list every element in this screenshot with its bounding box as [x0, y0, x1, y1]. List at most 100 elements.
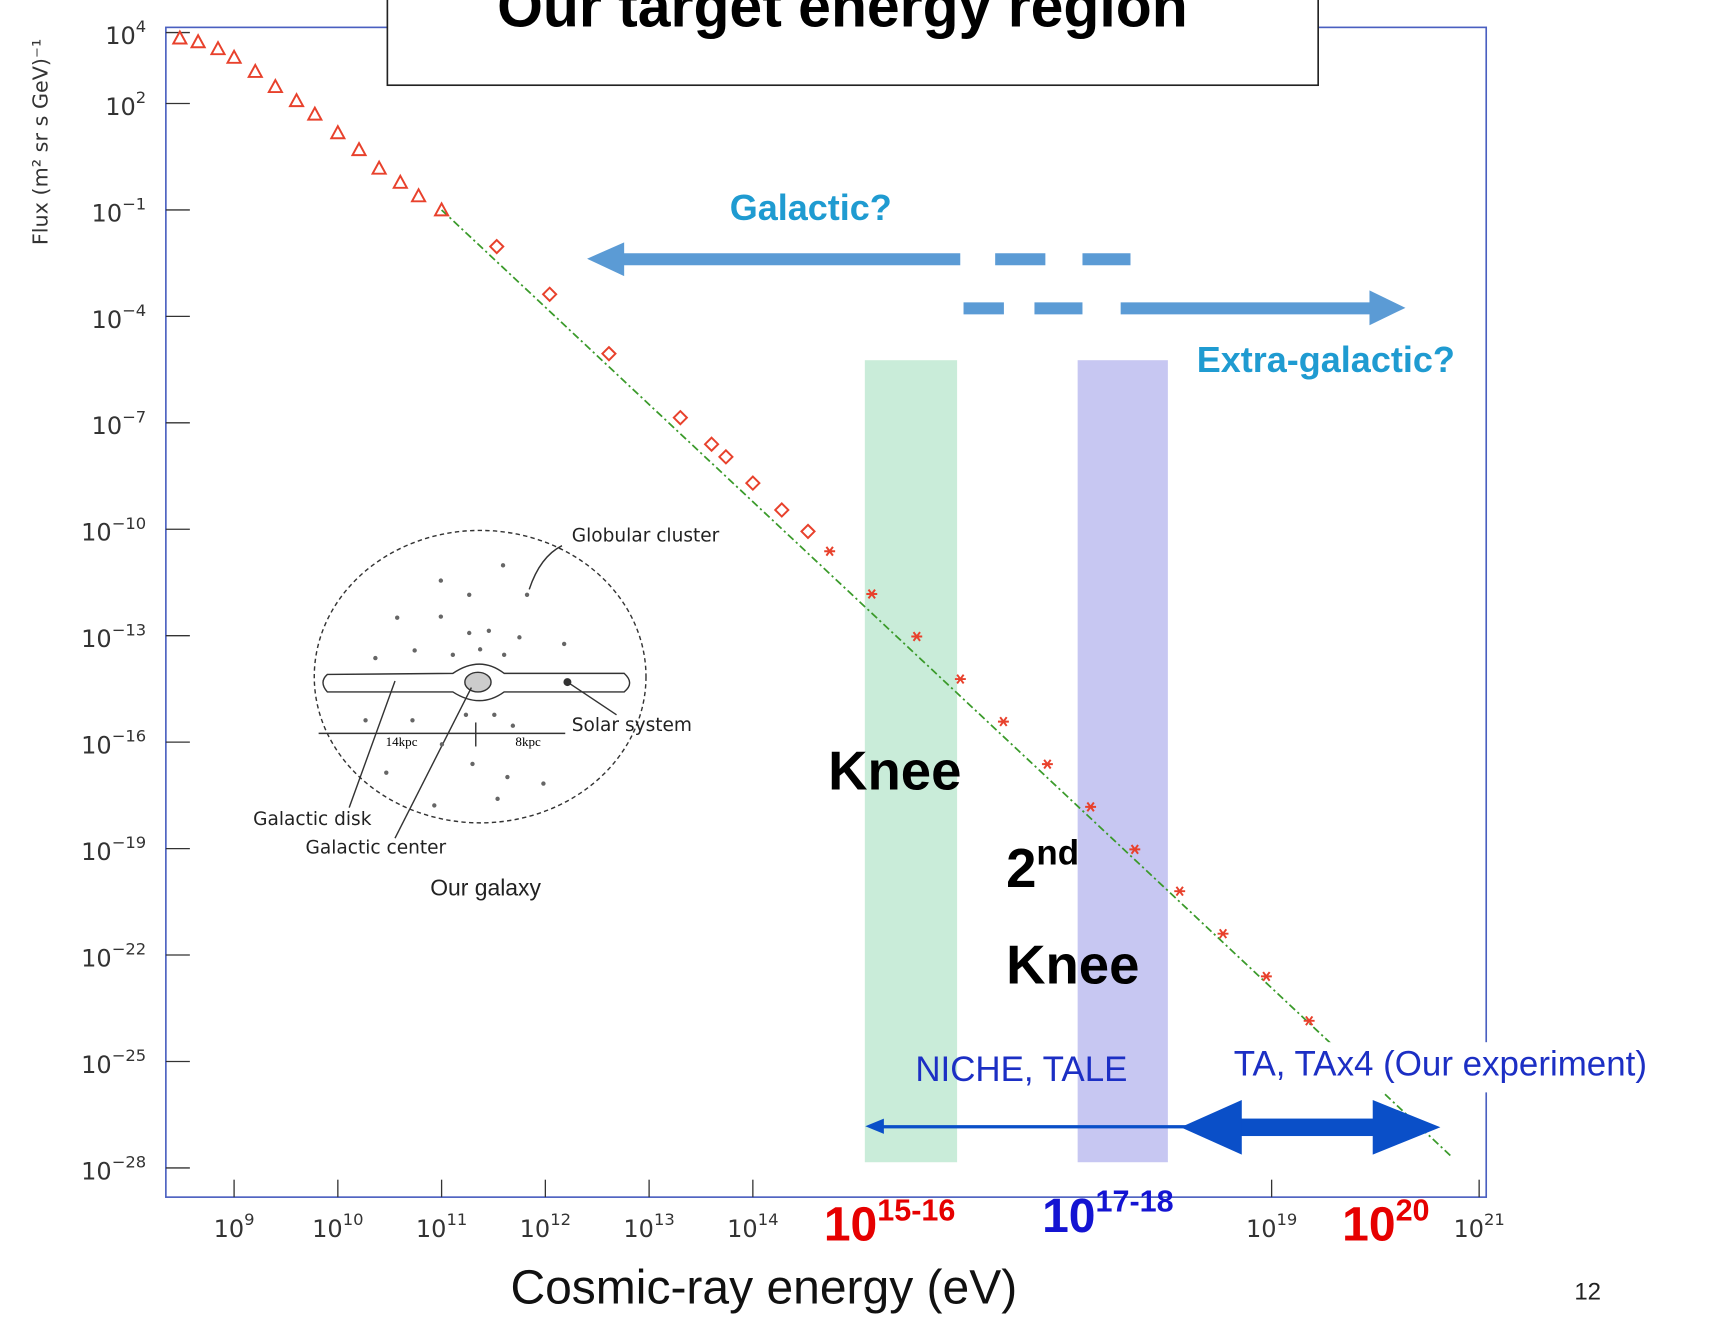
- tick-label: 10−22: [81, 939, 146, 972]
- tick-exp: −22: [112, 939, 147, 958]
- data-point: [602, 347, 615, 360]
- exp: 17-18: [1095, 1185, 1173, 1219]
- tick-label: 10−7: [92, 407, 147, 440]
- tick-exp: −1: [122, 194, 146, 213]
- tick-exp: −4: [122, 300, 146, 319]
- tick-label: 1014: [727, 1210, 778, 1243]
- base: 10: [824, 1198, 877, 1251]
- dash: [995, 253, 1045, 265]
- arrow-body: [1222, 1119, 1375, 1136]
- data-point: [1174, 887, 1185, 896]
- label: NICHE, TALE: [915, 1050, 1127, 1089]
- data-point: [775, 503, 788, 516]
- label: Galactic center: [306, 837, 447, 858]
- label: 8kpc: [515, 734, 541, 749]
- tick-base: 10: [81, 519, 112, 547]
- tick-exp: −16: [112, 726, 147, 745]
- tick-base: 10: [1453, 1215, 1484, 1243]
- data-point: [269, 80, 282, 92]
- pointer: [395, 688, 471, 839]
- tick-label: 104: [105, 17, 146, 50]
- tick-label: 10−13: [81, 620, 146, 653]
- tick-base: 10: [1246, 1215, 1277, 1243]
- tick-exp: −13: [112, 620, 147, 639]
- tick-exp: 11: [446, 1210, 467, 1229]
- tick-exp: 13: [654, 1210, 675, 1229]
- slide: 10410210−110−410−710−1010−1310−1610−1910…: [0, 0, 1711, 1326]
- data-point: [352, 143, 365, 155]
- energy-band: [1078, 360, 1168, 1162]
- tick-exp: 19: [1276, 1210, 1297, 1229]
- data-point: [674, 411, 687, 424]
- tick-base: 10: [92, 306, 123, 334]
- caption: Our galaxy: [430, 874, 541, 900]
- data-point: [998, 717, 1009, 726]
- tick-base: 10: [312, 1215, 343, 1243]
- exp: 15-16: [877, 1193, 955, 1227]
- tick-label: 109: [214, 1210, 255, 1243]
- label: Galactic disk: [253, 809, 372, 830]
- tick-base: 10: [92, 412, 123, 440]
- data-point: [746, 477, 759, 490]
- tick-exp: −7: [122, 407, 146, 426]
- page-number: 12: [1574, 1279, 1601, 1306]
- label: 2nd: [1006, 834, 1079, 900]
- label: TA, TAx4 (Our experiment): [1234, 1044, 1647, 1083]
- tick-label: 1011: [416, 1210, 467, 1243]
- bulge: [465, 672, 491, 692]
- title: Our target energy region: [497, 0, 1188, 40]
- tick-exp: 14: [758, 1210, 779, 1229]
- tick-exp: 10: [343, 1210, 364, 1229]
- tick-exp: 21: [1484, 1210, 1505, 1229]
- tick-label: 1021: [1453, 1210, 1504, 1243]
- data-point: [249, 65, 262, 77]
- tick-exp: 2: [136, 88, 146, 107]
- pointer: [567, 682, 616, 715]
- data-point: [290, 94, 303, 106]
- data-point: [1042, 760, 1053, 769]
- label: Knee: [1006, 934, 1139, 995]
- tick-exp: −25: [112, 1046, 147, 1065]
- tick-exp: −10: [112, 513, 147, 532]
- data-point: [719, 450, 732, 463]
- data-point: [173, 32, 186, 44]
- data-point: [824, 547, 835, 556]
- tick-label: 10−4: [92, 300, 147, 333]
- tick-label: 10−28: [81, 1152, 146, 1185]
- tick-base: 10: [81, 732, 112, 760]
- tick-base: 10: [520, 1215, 551, 1243]
- label: Galactic?: [730, 187, 892, 228]
- pointer: [529, 546, 562, 590]
- tick-label: 10−1: [92, 194, 147, 227]
- data-point: [394, 176, 407, 188]
- label: Extra-galactic?: [1197, 339, 1455, 380]
- arrow-head: [1373, 1100, 1441, 1155]
- tick-base: 10: [623, 1215, 654, 1243]
- tick-exp: −28: [112, 1152, 147, 1171]
- label: 14kpc: [386, 734, 418, 749]
- base: 2: [1006, 838, 1036, 899]
- tick-label: 1019: [1246, 1210, 1297, 1243]
- data-point: [435, 203, 448, 215]
- dash: [964, 302, 1004, 314]
- tick-base: 10: [105, 22, 136, 50]
- dash: [1034, 302, 1082, 314]
- tick-label: 10−19: [81, 833, 146, 866]
- tick-base: 10: [105, 93, 136, 121]
- arrow-body: [878, 1125, 1189, 1128]
- arrows: [587, 242, 1405, 325]
- x-axis-title: Cosmic-ray energy (eV): [510, 1262, 1017, 1315]
- data-point: [373, 162, 386, 174]
- tick-base: 10: [81, 1157, 112, 1185]
- arrow-head: [587, 242, 624, 276]
- label: Globular cluster: [572, 525, 720, 546]
- arrow-body: [611, 253, 960, 265]
- data-point: [192, 35, 205, 47]
- data-point: [801, 525, 814, 538]
- data-point: [412, 189, 425, 201]
- data-point: [211, 42, 224, 54]
- data-point: [490, 240, 503, 253]
- arrow-head: [1181, 1100, 1242, 1155]
- sup: nd: [1036, 834, 1079, 873]
- label: Solar system: [572, 715, 692, 736]
